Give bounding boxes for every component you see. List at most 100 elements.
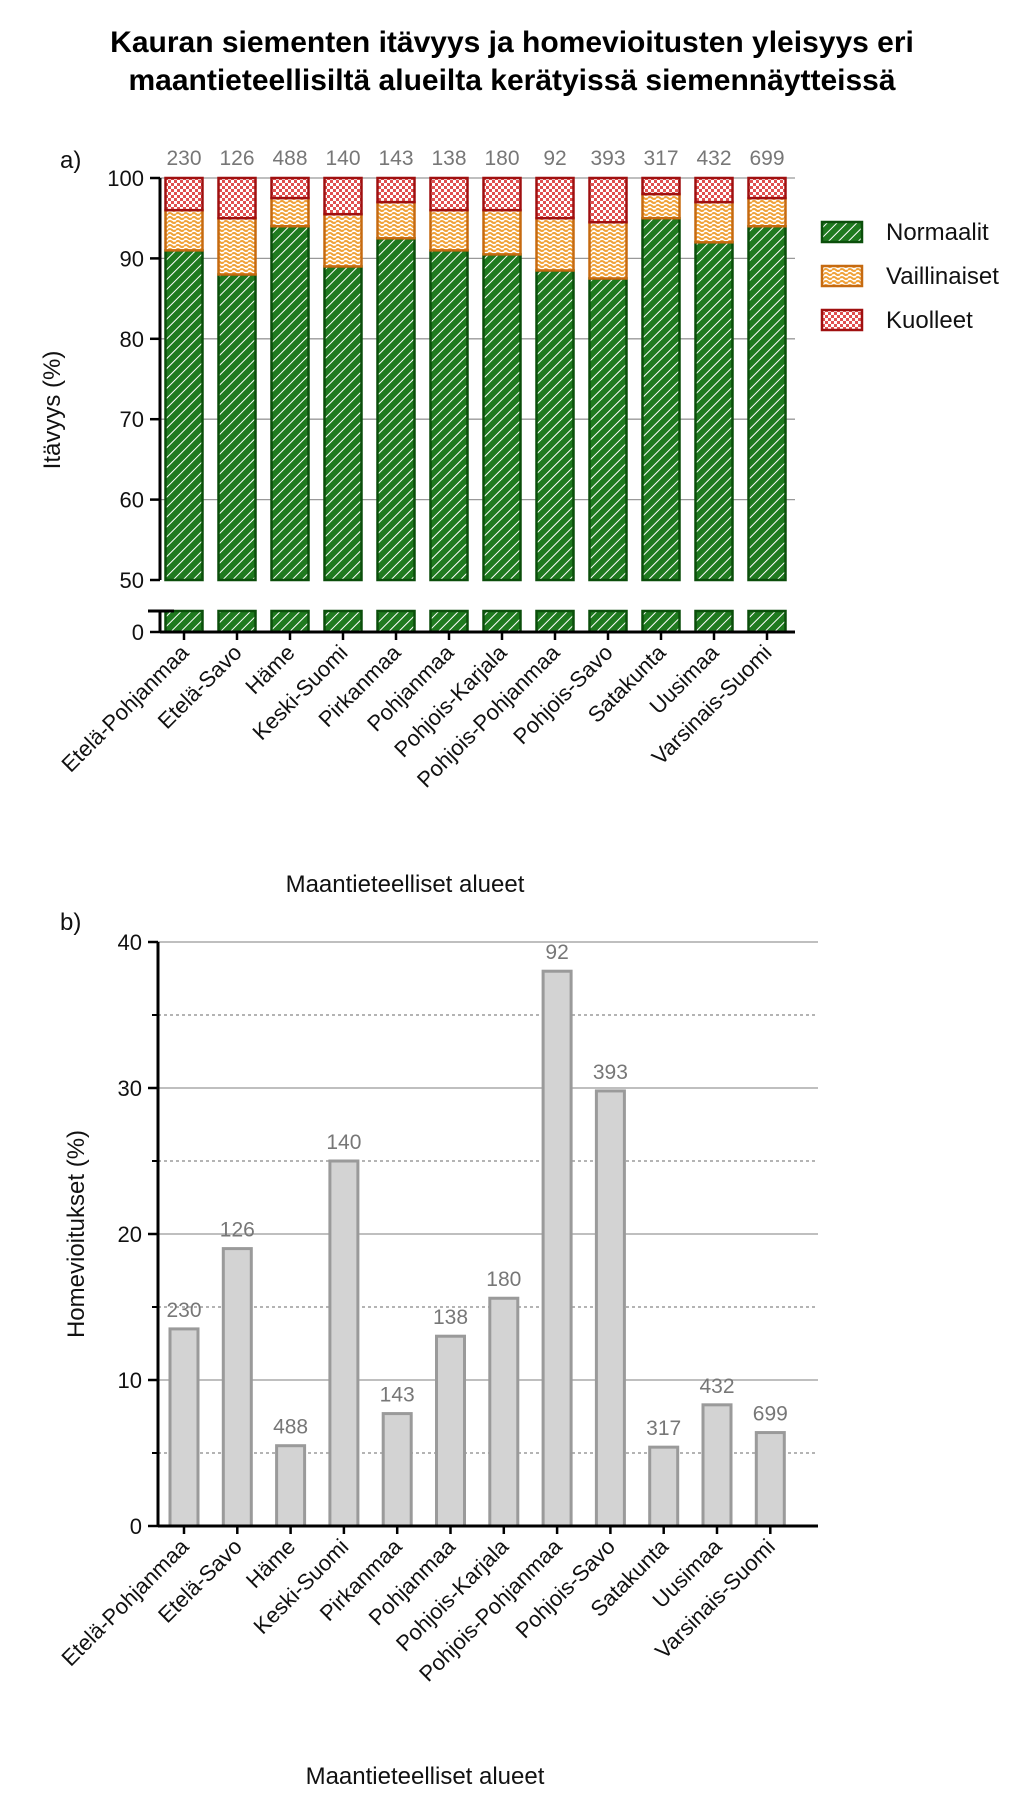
bar-segment-kuolleet <box>482 176 522 212</box>
panel-b-ytick-label: 40 <box>118 930 142 955</box>
bar-segment-kuolleet <box>429 176 469 212</box>
sample-size-label: 140 <box>326 1131 361 1154</box>
bar-segment-kuolleet <box>376 176 416 204</box>
bar-normal-lower <box>482 609 522 634</box>
bar-normal-lower <box>588 609 628 634</box>
bar-segment-vaillinaiset <box>588 220 628 280</box>
mold-bar <box>221 1247 253 1528</box>
mold-bar <box>754 1431 786 1528</box>
sample-size-label: 699 <box>753 1403 788 1426</box>
panel-a-ytick-label: 90 <box>120 246 144 271</box>
sample-size-label: 699 <box>749 147 784 170</box>
bar-segment-kuolleet <box>270 176 310 200</box>
bar-segment-normaalit <box>270 224 310 582</box>
mold-bar <box>541 969 573 1528</box>
bar-normal-lower <box>694 609 734 634</box>
bar-segment-vaillinaiset <box>270 196 310 228</box>
bar-segment-normaalit <box>588 277 628 582</box>
panel-b-y-axis-title: Homevioitukset (%) <box>63 1130 90 1338</box>
sample-size-label: 126 <box>219 147 254 170</box>
bar-normal-lower <box>535 609 575 634</box>
bar-segment-normaalit <box>323 265 363 582</box>
panel-a-germination-chart: a) 230Etelä-Pohjanmaa126Etelä-Savo488Häme… <box>39 147 999 898</box>
panel-a-ytick-label: 50 <box>120 568 144 593</box>
sample-size-label: 143 <box>378 147 413 170</box>
bar-segment-vaillinaiset <box>641 192 681 220</box>
panel-a-ytick-label: 100 <box>107 166 144 191</box>
bar-segment-vaillinaiset <box>535 216 575 272</box>
sample-size-label: 317 <box>643 147 678 170</box>
mold-bar <box>594 1089 626 1528</box>
bar-normal-lower <box>323 609 363 634</box>
panel-b-ytick-label: 20 <box>118 1222 142 1247</box>
bar-segment-kuolleet <box>535 176 575 220</box>
sample-size-label: 432 <box>699 1375 734 1398</box>
bar-segment-normaalit <box>482 253 522 582</box>
sample-size-label: 92 <box>545 941 568 964</box>
bar-segment-vaillinaiset <box>429 208 469 252</box>
bar-normal-lower <box>429 609 469 634</box>
chart-title-line-2: maantieteellisiltä alueilta kerätyissä s… <box>128 64 896 97</box>
bar-segment-normaalit <box>641 216 681 582</box>
bar-segment-vaillinaiset <box>323 212 363 268</box>
panel-a-ytick-label: 0 <box>132 620 144 645</box>
mold-bar <box>488 1296 520 1528</box>
sample-size-label: 138 <box>431 147 466 170</box>
legend-swatch-vaillinaiset <box>820 264 864 288</box>
bar-segment-vaillinaiset <box>376 200 416 240</box>
sample-size-label: 138 <box>433 1306 468 1329</box>
bar-segment-normaalit <box>429 249 469 582</box>
sample-size-label: 140 <box>325 147 360 170</box>
mold-bar <box>168 1327 200 1528</box>
mold-bar <box>381 1412 413 1528</box>
mold-bar <box>701 1403 733 1528</box>
bar-segment-vaillinaiset <box>747 196 787 228</box>
mold-bar <box>648 1445 680 1528</box>
panel-b-ytick-label: 10 <box>118 1368 142 1393</box>
sample-size-label: 180 <box>484 147 519 170</box>
sample-size-label: 230 <box>166 1299 201 1322</box>
panel-a-ytick-label: 70 <box>120 407 144 432</box>
panel-a-ytick-label: 80 <box>120 327 144 352</box>
legend-label-normaalit: Normaalit <box>886 219 989 246</box>
bar-segment-vaillinaiset <box>164 208 204 252</box>
legend-swatch-normaalit <box>820 220 864 244</box>
bar-segment-kuolleet <box>747 176 787 200</box>
panel-a-y-axis-title: Itävyys (%) <box>39 351 66 470</box>
bar-segment-kuolleet <box>641 176 681 196</box>
bar-segment-normaalit <box>164 249 204 582</box>
panel-a-label: a) <box>60 147 81 174</box>
bar-segment-kuolleet <box>323 176 363 216</box>
bar-segment-vaillinaiset <box>217 216 257 276</box>
panel-a-x-axis-title: Maantieteelliset alueet <box>286 871 525 898</box>
legend-label-vaillinaiset: Vaillinaiset <box>886 263 999 290</box>
bar-segment-kuolleet <box>217 176 257 220</box>
bar-segment-normaalit <box>376 237 416 582</box>
bar-segment-normaalit <box>535 269 575 582</box>
sample-size-label: 92 <box>543 147 566 170</box>
bar-normal-lower <box>641 609 681 634</box>
bar-segment-vaillinaiset <box>482 208 522 256</box>
chart-title: Kauran siementen itävyys ja homevioitust… <box>0 24 1024 100</box>
sample-size-label: 393 <box>593 1061 628 1084</box>
sample-size-label: 488 <box>273 1416 308 1439</box>
bar-segment-kuolleet <box>694 176 734 204</box>
sample-size-label: 230 <box>166 147 201 170</box>
sample-size-label: 143 <box>380 1384 415 1407</box>
bar-segment-vaillinaiset <box>694 200 734 244</box>
legend-swatch-kuolleet <box>820 308 864 332</box>
bar-segment-normaalit <box>747 224 787 582</box>
sample-size-label: 432 <box>696 147 731 170</box>
bar-normal-lower <box>747 609 787 634</box>
panel-b-x-axis-title: Maantieteelliset alueet <box>306 1763 545 1790</box>
panel-b-mold-chart: b)230Etelä-Pohjanmaa126Etelä-Savo488Häme… <box>57 909 818 1790</box>
bar-normal-lower <box>217 609 257 634</box>
panel-b-ytick-label: 30 <box>118 1076 142 1101</box>
bar-segment-normaalit <box>694 241 734 582</box>
bar-normal-lower <box>270 609 310 634</box>
chart-title-line-1: Kauran siementen itävyys ja homevioitust… <box>110 26 914 59</box>
bar-normal-lower <box>376 609 416 634</box>
sample-size-label: 488 <box>272 147 307 170</box>
bar-segment-kuolleet <box>588 176 628 224</box>
